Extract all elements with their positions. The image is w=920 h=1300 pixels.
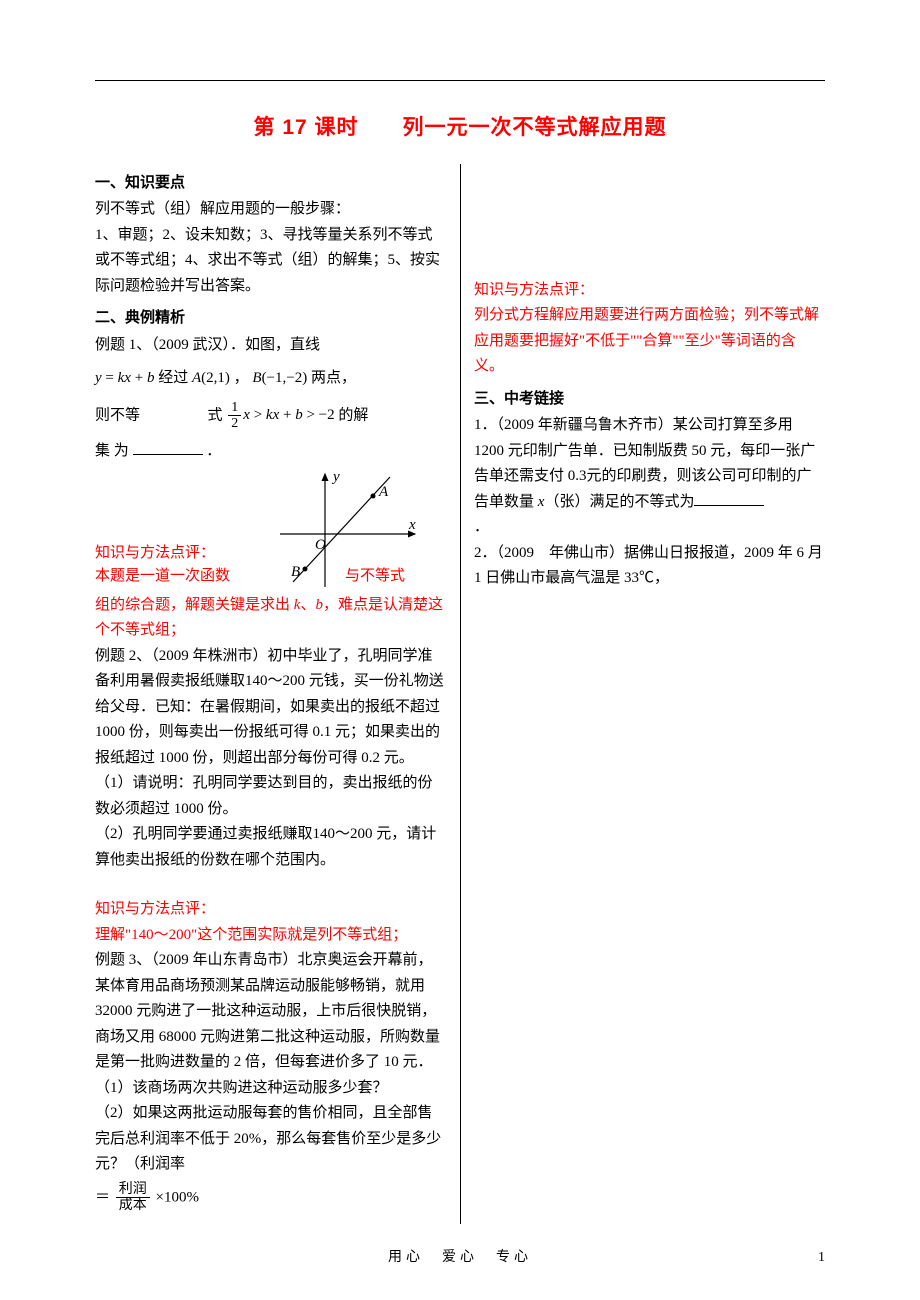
math-ykxb: y = kx + b [95,370,154,386]
example-3-formula: ＝ 利润成本 ×100% [95,1182,446,1214]
example-1-line-4: 集 为 ． [95,439,446,465]
ex1-l2-mid: ， [234,370,249,386]
zk1-mid: （张）满足的不等式为 [544,494,694,510]
graph-region: y x O A B 知识与方法点评： 与不等式 本题是一道一次函数 [95,469,446,589]
page-content: 第 17 课时 列一元一次不等式解应用题 一、知识要点 列不等式（组）解应用题的… [0,0,920,1284]
ex1-l3-pre: 则不等 [95,407,140,423]
lesson-title: 第 17 课时 列一元一次不等式解应用题 [95,110,825,146]
math-B: B(−1,−2) [252,370,307,386]
formula-fraction: 利润成本 [116,1182,150,1214]
ex1-l3-post: 的解 [338,407,368,423]
ex1-comment-p1b: 与不等式 [345,564,405,590]
ex1-l2-pre: 经过 [158,370,192,386]
label-B: B [291,564,300,580]
ex1-l4-end: ． [206,443,221,459]
ex1-comment-p2: 组的综合题，解题关键是求出 k、b，难点是认清楚这个不等式组； [95,593,446,644]
math-ineq: 12x > kx + b > −2 [226,407,334,423]
ex1-c2b: 、 [300,597,315,613]
example-1-line-1: 例题 1、（2009 武汉）．如图，直线 [95,333,446,359]
example-3-body: 例题 3、（2009 年山东青岛市）北京奥运会开幕前，某体育用品商场预测某品牌运… [95,948,446,1076]
example-2-q2: （2）孔明同学要通过卖报纸赚取140～200 元，请计算他卖出报纸的份数在哪个范… [95,822,446,873]
example-1-line-2: y = kx + b 经过 A(2,1) ， B(−1,−2) 两点， [95,366,446,392]
point-B [303,566,308,571]
ex2-comment: 理解"140～200"这个范围实际就是列不等式组； [95,923,446,949]
top-rule [95,80,825,81]
label-x: x [408,517,416,533]
zhongkao-2: 2．（2009 年佛山市）据佛山日报报道，2009 年 6 月 1 日佛山市最高… [474,541,825,592]
ex2-commentary-label: 知识与方法点评： [95,897,446,923]
example-2-q1: （1）请说明：孔明同学要达到目的，卖出报纸的份数必须超过 1000 份。 [95,771,446,822]
footer-text: 用心 爱心 专心 [0,1246,920,1270]
math-A: A(2,1) [192,370,230,386]
sec1-para-2: 1、审题；2、设未知数；3、寻找等量关系列不等式或不等式组；4、求出不等式（组）… [95,223,446,300]
ex1-l3-mid: 式 [208,407,223,423]
ex1-l2-post: 两点， [311,370,356,386]
section-2-heading: 二、典例精析 [95,305,446,331]
example-3-q1: （1）该商场两次共购进这种运动服多少套？ [95,1076,446,1102]
page-number: 1 [818,1246,825,1270]
zhongkao-1: 1．（2009 年新疆乌鲁木齐市）某公司打算至多用 1200 元印制广告单．已知… [474,413,825,515]
formula-num: 利润 [116,1182,150,1198]
zk1-end: ． [474,515,825,541]
ex1-l4: 集 为 [95,443,129,459]
formula-den: 成本 [116,1198,150,1213]
formula-eq: ＝ [95,1189,110,1205]
example-1-line-3: 则不等 式 12x > kx + b > −2 的解 [95,400,446,432]
section-3-heading: 三、中考链接 [474,386,825,412]
section-1-heading: 一、知识要点 [95,170,446,196]
label-A: A [378,484,389,500]
point-A [371,493,376,498]
ex3-comment: 列分式方程解应用题要进行两方面检验；列不等式解应用题要把握好"不低于""合算""… [474,303,825,380]
example-3-q2: （2）如果这两批运动服每套的售价相同，且全部售完后总利润率不低于 20%，那么每… [95,1101,446,1178]
example-2-body: 例题 2、（2009 年株洲市）初中毕业了，孔明同学准备利用暑假卖报纸赚取140… [95,644,446,772]
formula-post: ×100% [156,1189,199,1205]
ex3-commentary-label: 知识与方法点评： [474,278,825,304]
blank-fill [133,440,203,455]
sec1-para-1: 列不等式（组）解应用题的一般步骤： [95,197,446,223]
label-y: y [331,469,340,485]
blank-fill-2 [694,491,764,506]
two-column-body: 一、知识要点 列不等式（组）解应用题的一般步骤： 1、审题；2、设未知数；3、寻… [95,164,825,1224]
ex1-comment-p1a: 本题是一道一次函数 [95,564,230,590]
ex1-c2a: 组的综合题，解题关键是求出 [95,597,294,613]
ex1-commentary-label: 知识与方法点评： [95,541,215,567]
label-O: O [315,537,326,553]
